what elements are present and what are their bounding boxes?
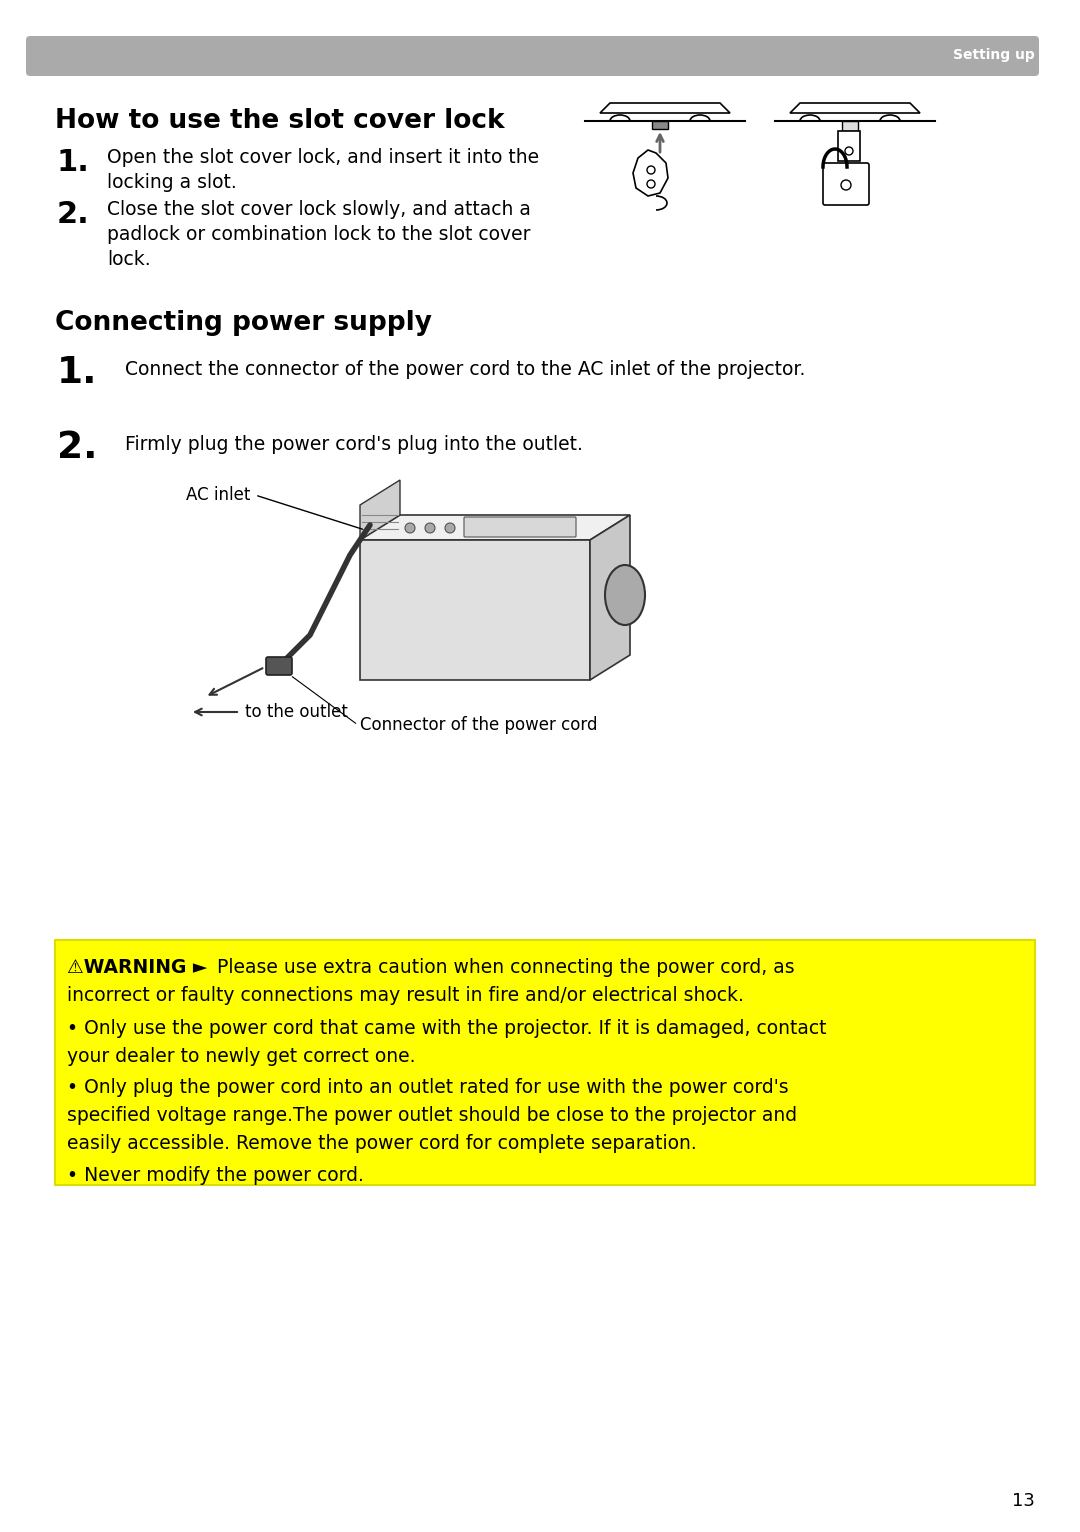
Text: Close the slot cover lock slowly, and attach a
padlock or combination lock to th: Close the slot cover lock slowly, and at… xyxy=(107,201,531,270)
Polygon shape xyxy=(360,539,590,680)
Text: • Only plug the power cord into an outlet rated for use with the power cord's: • Only plug the power cord into an outle… xyxy=(67,1079,788,1097)
Text: • Never modify the power cord.: • Never modify the power cord. xyxy=(67,1166,364,1184)
Circle shape xyxy=(445,522,455,533)
Polygon shape xyxy=(590,515,630,680)
Circle shape xyxy=(845,147,853,155)
Circle shape xyxy=(426,522,435,533)
FancyBboxPatch shape xyxy=(266,657,292,676)
Polygon shape xyxy=(360,480,400,539)
Polygon shape xyxy=(600,103,730,113)
FancyBboxPatch shape xyxy=(464,516,576,538)
Ellipse shape xyxy=(605,565,645,625)
Text: AC inlet: AC inlet xyxy=(186,486,249,504)
Bar xyxy=(842,121,858,132)
Text: • Only use the power cord that came with the projector. If it is damaged, contac: • Only use the power cord that came with… xyxy=(67,1019,826,1039)
FancyBboxPatch shape xyxy=(26,35,1039,77)
Text: 1.: 1. xyxy=(57,355,97,391)
Text: 13: 13 xyxy=(1012,1492,1035,1511)
Bar xyxy=(838,132,860,161)
Bar xyxy=(652,121,669,129)
Text: 2.: 2. xyxy=(57,201,90,228)
Polygon shape xyxy=(360,515,630,539)
Text: Firmly plug the power cord's plug into the outlet.: Firmly plug the power cord's plug into t… xyxy=(125,435,583,453)
Text: Connector of the power cord: Connector of the power cord xyxy=(360,715,597,734)
Circle shape xyxy=(647,179,654,188)
Circle shape xyxy=(405,522,415,533)
Text: 1.: 1. xyxy=(57,149,90,178)
Text: specified voltage range.The power outlet should be close to the projector and: specified voltage range.The power outlet… xyxy=(67,1106,797,1124)
Circle shape xyxy=(841,179,851,190)
Text: to the outlet: to the outlet xyxy=(245,703,348,722)
Text: Setting up: Setting up xyxy=(954,47,1035,61)
Text: 2.: 2. xyxy=(57,430,97,466)
Polygon shape xyxy=(633,150,669,196)
Text: Connect the connector of the power cord to the AC inlet of the projector.: Connect the connector of the power cord … xyxy=(125,360,806,378)
Text: easily accessible. Remove the power cord for complete separation.: easily accessible. Remove the power cord… xyxy=(67,1134,697,1154)
Polygon shape xyxy=(789,103,920,113)
Text: incorrect or faulty connections may result in fire and/or electrical shock.: incorrect or faulty connections may resu… xyxy=(67,987,744,1005)
Text: Connecting power supply: Connecting power supply xyxy=(55,309,432,336)
Text: Open the slot cover lock, and insert it into the
locking a slot.: Open the slot cover lock, and insert it … xyxy=(107,149,539,192)
Text: ⚠WARNING ►: ⚠WARNING ► xyxy=(67,958,207,977)
FancyBboxPatch shape xyxy=(823,162,869,205)
Text: your dealer to newly get correct one.: your dealer to newly get correct one. xyxy=(67,1046,416,1066)
Circle shape xyxy=(647,165,654,175)
Text: Please use extra caution when connecting the power cord, as: Please use extra caution when connecting… xyxy=(217,958,795,977)
Text: How to use the slot cover lock: How to use the slot cover lock xyxy=(55,107,504,133)
FancyBboxPatch shape xyxy=(55,941,1035,1184)
